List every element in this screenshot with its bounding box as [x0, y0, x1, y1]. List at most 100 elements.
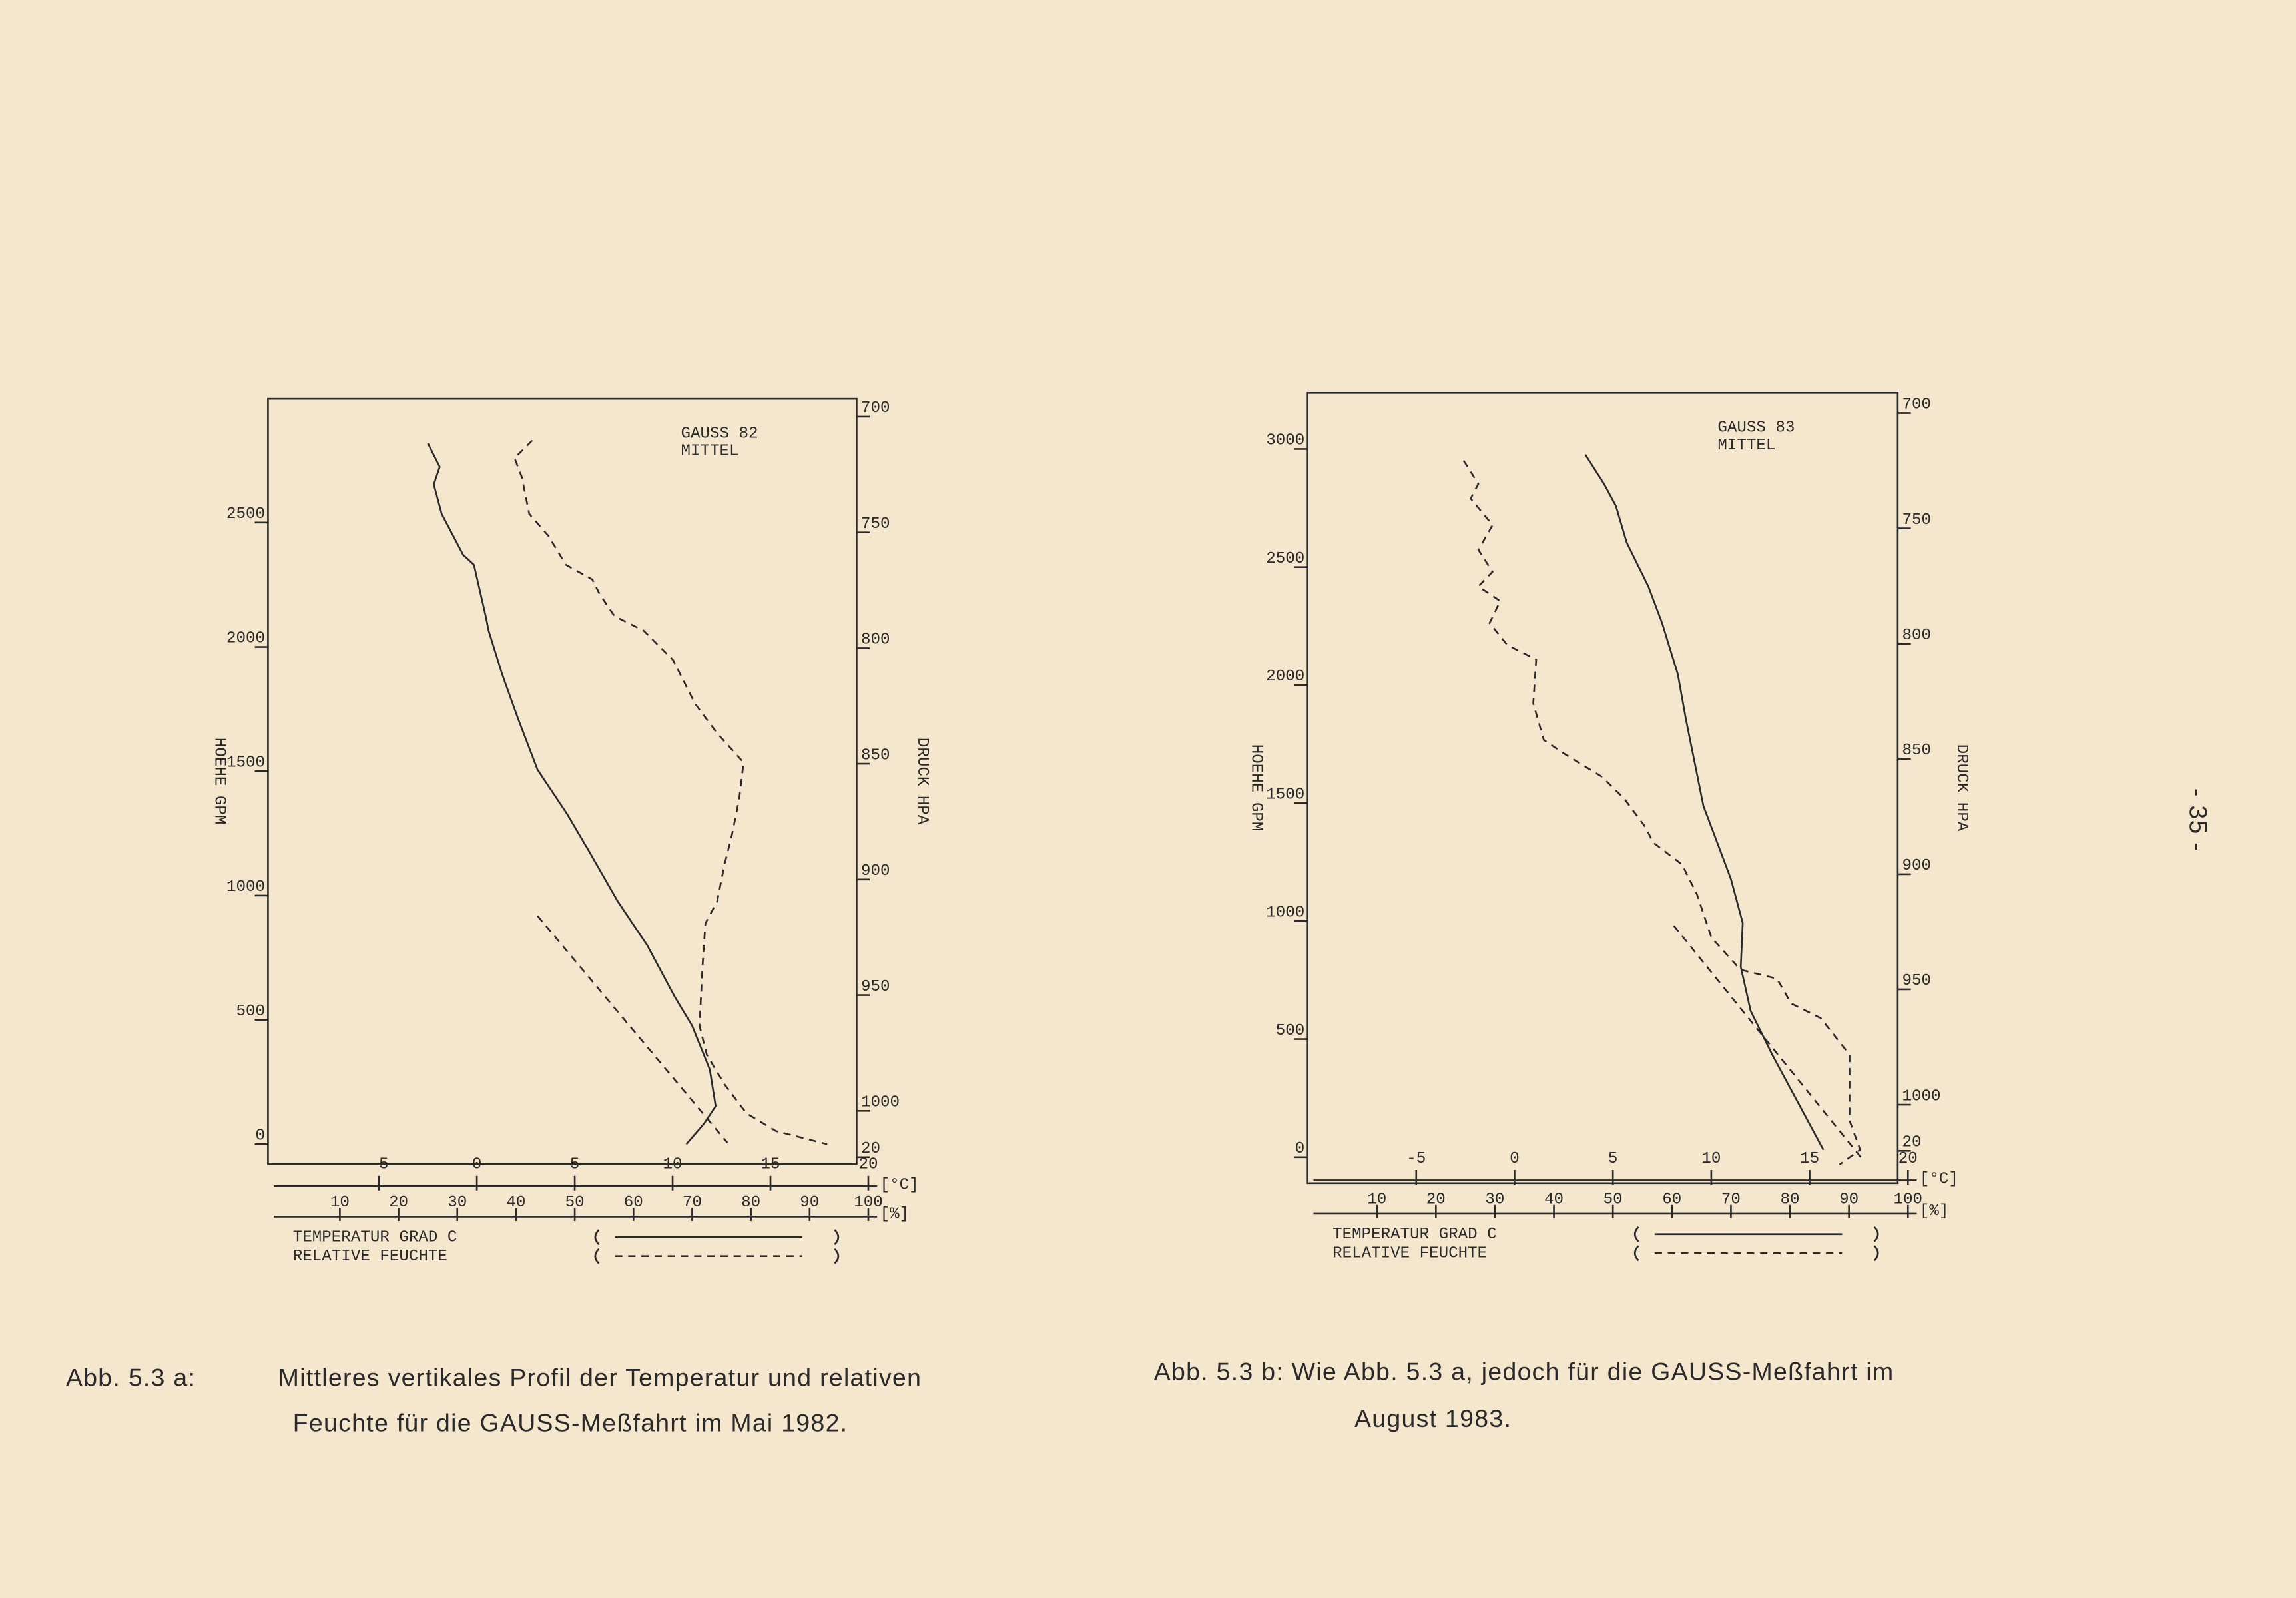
legend-bracket: [594, 1248, 600, 1264]
x-tick-label: -5: [1406, 1150, 1426, 1168]
y2-tick-label: 950: [1902, 972, 1931, 990]
y-tick-label: 0: [1295, 1140, 1305, 1158]
y2-tick-label: 700: [1902, 396, 1931, 414]
x-tick-label: 20: [858, 1156, 878, 1174]
y2-tick-label: 700: [861, 400, 890, 417]
x-tick-label: 20: [1898, 1150, 1918, 1168]
caption-line: Feuchte für die GAUSS-Meßfahrt im Mai 19…: [293, 1408, 848, 1436]
y-tick-label: 1500: [1266, 786, 1304, 804]
legend-label: TEMPERATUR GRAD C: [1332, 1226, 1497, 1244]
profile-line: [427, 443, 717, 1145]
profile-line: [1673, 925, 1862, 1158]
legend-label: RELATIVE FEUCHTE: [1332, 1245, 1487, 1263]
caption-line: Abb. 5.3 b: Wie Abb. 5.3 a, jedoch für d…: [1154, 1358, 1894, 1386]
y-axis-label: HOEHE GPM: [210, 738, 228, 825]
profile-line: [537, 915, 728, 1143]
legend-bracket: [834, 1248, 840, 1264]
x2-tick-label: 10: [330, 1194, 350, 1212]
x2-tick-label: 80: [1781, 1191, 1800, 1208]
x2-axis-unit: [%]: [1920, 1202, 1949, 1220]
x2-tick-label: 30: [1485, 1191, 1504, 1208]
x-tick-label: 10: [1701, 1150, 1721, 1168]
x-tick-label: 15: [761, 1156, 780, 1174]
profile-line: [513, 439, 828, 1145]
x2-tick-label: 40: [506, 1194, 525, 1212]
x2-tick-label: 10: [1367, 1191, 1386, 1208]
x2-tick-label: 50: [565, 1194, 585, 1212]
y-tick-label: 1000: [226, 878, 265, 896]
x-tick-label: 5: [1608, 1150, 1618, 1168]
y2-tick-label: 20: [861, 1140, 880, 1158]
y2-tick-label: 850: [861, 746, 890, 764]
profile-line: [1462, 460, 1862, 1165]
legend-bracket: [1873, 1245, 1879, 1262]
legend-bracket: [1633, 1226, 1639, 1242]
x2-tick-label: 20: [1426, 1191, 1446, 1208]
plot-frame: [1306, 392, 1899, 1185]
y2-tick-label: 20: [1902, 1134, 1921, 1152]
profile-line: [1584, 454, 1825, 1151]
y2-tick-label: 750: [861, 515, 890, 533]
plot-frame: [267, 397, 858, 1165]
chart-subtitle: MITTEL: [681, 443, 739, 461]
legend-bracket: [1633, 1245, 1639, 1262]
y-tick-label: 2000: [1266, 668, 1304, 686]
y2-tick-label: 800: [1902, 627, 1931, 645]
legend-label: TEMPERATUR GRAD C: [293, 1229, 457, 1247]
x2-axis-unit: [%]: [880, 1205, 910, 1223]
x2-tick-label: 90: [800, 1194, 819, 1212]
x2-tick-label: 30: [447, 1194, 467, 1212]
y-tick-label: 2500: [226, 505, 265, 523]
chart-title: GAUSS 82: [681, 425, 758, 443]
y-tick-label: 2500: [1266, 550, 1304, 568]
caption-line: August 1983.: [1354, 1404, 1512, 1432]
x2-tick-label: 100: [1894, 1191, 1923, 1208]
caption-line: Mittleres vertikales Profil der Temperat…: [278, 1363, 922, 1391]
x2-tick-label: 70: [1721, 1191, 1741, 1208]
x2-tick-label: 60: [1662, 1191, 1681, 1208]
y2-tick-label: 950: [861, 978, 890, 996]
y-tick-label: 1500: [226, 754, 265, 772]
y2-tick-label: 750: [1902, 511, 1931, 529]
x-tick-label: 15: [1800, 1150, 1819, 1168]
y2-tick-label: 850: [1902, 742, 1931, 760]
chart-subtitle: MITTEL: [1717, 437, 1775, 455]
x-tick-label: 5: [570, 1156, 580, 1174]
y2-axis-label: DRUCK HPA: [913, 738, 931, 825]
y2-tick-label: 900: [1902, 857, 1931, 875]
y2-tick-label: 900: [861, 862, 890, 880]
chart-title: GAUSS 83: [1717, 419, 1795, 437]
x-tick-label: -5: [370, 1156, 389, 1174]
x2-tick-label: 60: [624, 1194, 643, 1212]
y2-tick-label: 800: [861, 631, 890, 649]
y-tick-label: 1000: [1266, 904, 1304, 922]
y-tick-label: 500: [236, 1003, 265, 1021]
legend-bracket: [594, 1229, 600, 1246]
y-tick-label: 500: [1276, 1022, 1305, 1040]
caption-label: Abb. 5.3 a:: [66, 1363, 196, 1391]
x2-tick-label: 100: [854, 1194, 883, 1212]
x-axis-unit: [°C]: [880, 1176, 919, 1194]
y-axis-label: HOEHE GPM: [1247, 744, 1265, 832]
x2-tick-label: 70: [683, 1194, 702, 1212]
x-axis-unit: [°C]: [1920, 1171, 1958, 1189]
x2-tick-label: 20: [389, 1194, 408, 1212]
x2-tick-label: 50: [1603, 1191, 1623, 1208]
x2-tick-label: 90: [1839, 1191, 1859, 1208]
legend-bracket: [834, 1229, 840, 1246]
page-number: - 35 -: [2185, 788, 2213, 852]
y2-axis-label: DRUCK HPA: [1952, 744, 1970, 832]
y2-tick-label: 1000: [1902, 1087, 1940, 1105]
legend-label: RELATIVE FEUCHTE: [293, 1248, 447, 1266]
x2-tick-label: 80: [741, 1194, 760, 1212]
x-tick-label: 0: [1510, 1150, 1520, 1168]
y-tick-label: 0: [255, 1127, 265, 1145]
y-tick-label: 3000: [1266, 432, 1304, 450]
y-tick-label: 2000: [226, 630, 265, 648]
x2-tick-label: 40: [1544, 1191, 1564, 1208]
x-tick-label: 0: [472, 1156, 482, 1174]
x-tick-label: 10: [663, 1156, 683, 1174]
